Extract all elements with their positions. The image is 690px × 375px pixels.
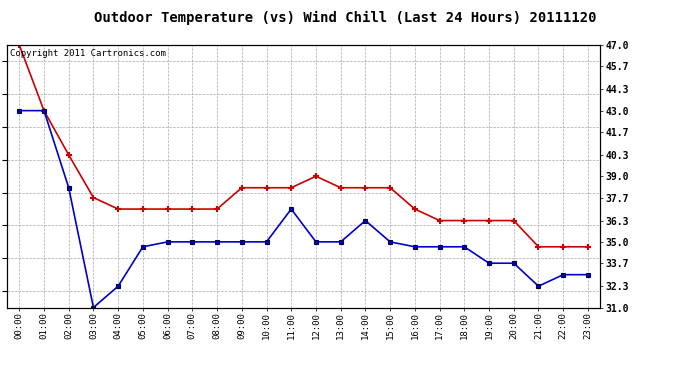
Text: Copyright 2011 Cartronics.com: Copyright 2011 Cartronics.com bbox=[10, 49, 166, 58]
Text: Outdoor Temperature (vs) Wind Chill (Last 24 Hours) 20111120: Outdoor Temperature (vs) Wind Chill (Las… bbox=[94, 11, 596, 26]
